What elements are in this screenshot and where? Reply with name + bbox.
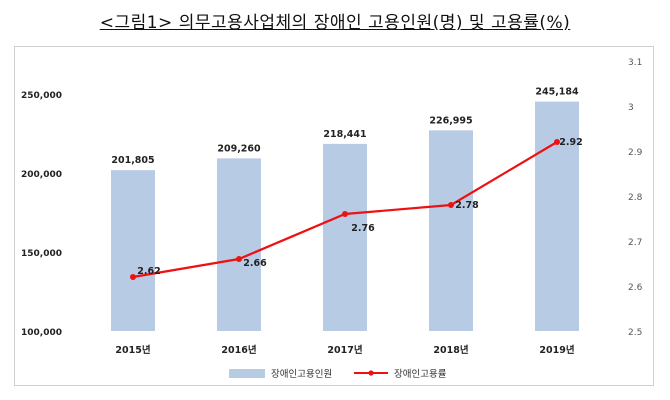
x-axis-tick-label: 2019년 — [539, 344, 574, 356]
chart-title: <그림1> 의무고용사업체의 장애인 고용인원(명) 및 고용률(%) — [99, 13, 571, 33]
left-axis-tick-label: 250,000 — [21, 91, 62, 101]
right-axis-tick-label: 3.1 — [628, 58, 642, 68]
bar-value-label: 218,441 — [323, 129, 366, 140]
right-axis-tick-label: 2.6 — [628, 283, 643, 293]
chart-frame — [14, 46, 654, 386]
bar-value-label: 201,805 — [111, 155, 154, 166]
bar-value-label: 209,260 — [217, 143, 261, 154]
legend-swatch-marker — [368, 370, 374, 376]
bar — [323, 143, 367, 331]
line-point — [554, 139, 560, 145]
legend-label: 장애인고용인원 — [271, 369, 332, 380]
right-axis-tick-label: 2.7 — [628, 238, 642, 248]
line-point — [342, 211, 348, 217]
left-axis: 100,000 150,000 200,000 250,000 — [21, 91, 62, 338]
x-axis-tick-label: 2018년 — [433, 344, 468, 356]
right-axis: 2.5 2.6 2.7 2.8 2.9 3 3.1 — [628, 58, 643, 338]
line-point — [130, 274, 136, 280]
left-axis-tick-label: 150,000 — [21, 249, 62, 259]
right-axis-tick-label: 3 — [628, 103, 634, 113]
left-axis-tick-label: 200,000 — [21, 170, 62, 180]
legend: 장애인고용인원 장애인고용률 — [229, 369, 447, 380]
line-point — [236, 256, 242, 262]
line-value-label: 2.66 — [243, 258, 267, 269]
x-axis-tick-label: 2017년 — [327, 344, 362, 356]
bar — [429, 130, 473, 331]
legend-label: 장애인고용률 — [394, 369, 447, 380]
bar-value-label: 245,184 — [535, 87, 579, 98]
bar — [111, 170, 155, 331]
bar-value-label: 226,995 — [429, 115, 472, 126]
bar-labels: 201,805 209,260 218,441 226,995 245,184 — [111, 87, 579, 167]
right-axis-tick-label: 2.8 — [628, 193, 643, 203]
line-series — [130, 139, 560, 280]
line-point — [448, 202, 454, 208]
line-value-label: 2.92 — [559, 137, 582, 148]
x-axis-labels: 2015년 2016년 2017년 2018년 2019년 — [115, 344, 574, 356]
line-value-label: 2.62 — [137, 266, 160, 277]
legend-swatch-bar — [229, 369, 265, 378]
bar-series — [111, 101, 579, 331]
right-axis-tick-label: 2.5 — [628, 328, 642, 338]
line-labels: 2.62 2.66 2.76 2.78 2.92 — [137, 137, 582, 277]
x-axis-tick-label: 2015년 — [115, 344, 150, 356]
line-value-label: 2.78 — [455, 200, 479, 211]
left-axis-tick-label: 100,000 — [21, 328, 62, 338]
line-value-label: 2.76 — [351, 223, 375, 234]
bar — [217, 158, 261, 331]
right-axis-tick-label: 2.9 — [628, 148, 643, 158]
x-axis-tick-label: 2016년 — [221, 344, 256, 356]
